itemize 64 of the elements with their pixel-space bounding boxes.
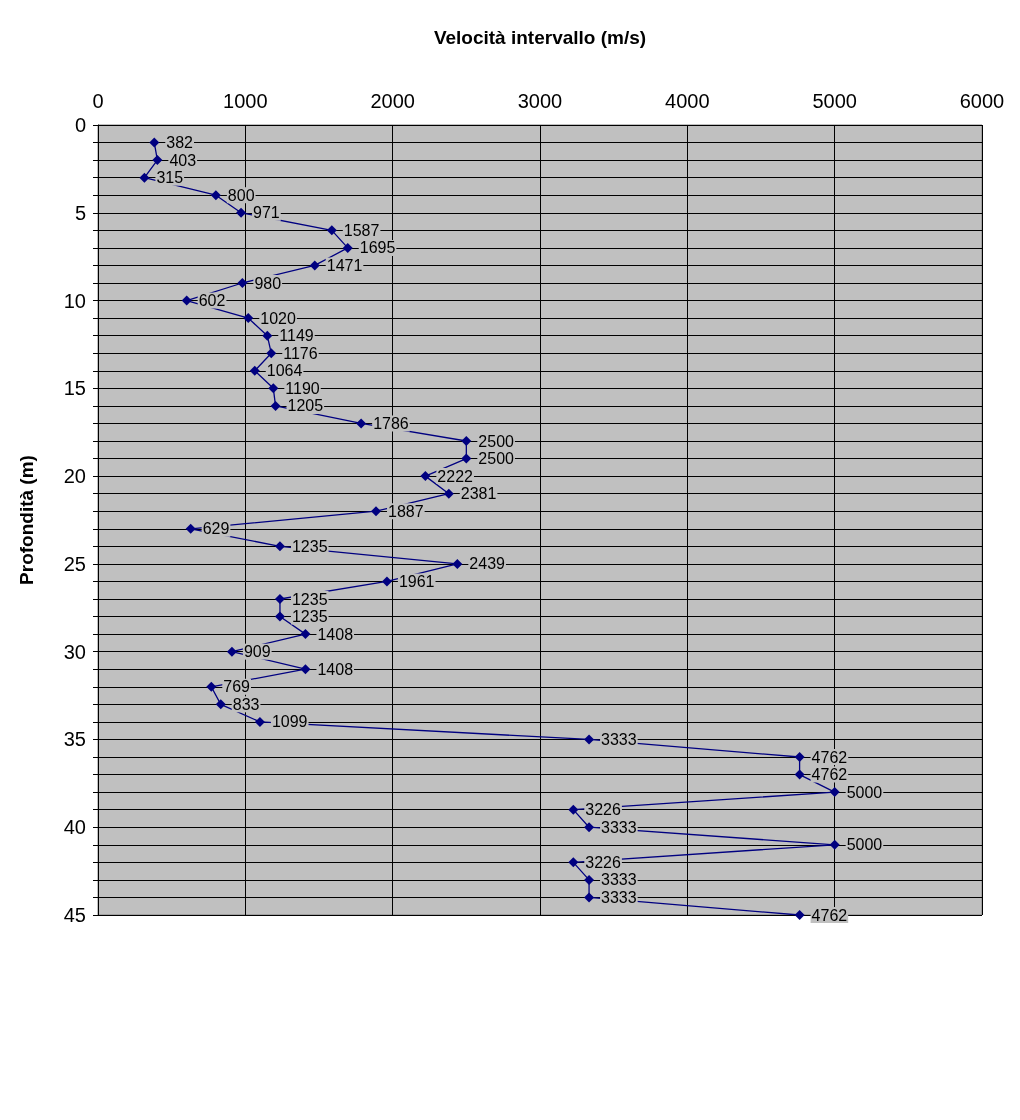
- data-label: 403: [169, 151, 197, 169]
- data-label: 1235: [291, 608, 328, 626]
- data-label: 2500: [478, 450, 515, 468]
- data-label: 3333: [601, 730, 637, 748]
- y-tick-label: 5: [74, 201, 86, 224]
- data-label: 800: [227, 186, 255, 204]
- data-label: 629: [202, 520, 230, 538]
- x-tick-label: 6000: [959, 90, 1005, 112]
- y-tick-label: 35: [63, 728, 86, 751]
- data-label: 2439: [469, 555, 506, 573]
- data-label: 769: [223, 678, 251, 696]
- data-label: 4762: [811, 766, 848, 784]
- data-label: 3226: [585, 853, 621, 871]
- data-label: 3333: [601, 818, 637, 836]
- data-label: 2222: [437, 467, 474, 485]
- data-label: 5000: [846, 836, 883, 854]
- y-tick-label: 45: [63, 904, 86, 926]
- data-label: 1235: [291, 590, 328, 608]
- data-label: 5000: [846, 783, 883, 801]
- data-label: 909: [243, 643, 271, 661]
- data-label: 1786: [373, 414, 409, 432]
- x-tick-label: 0: [92, 90, 104, 112]
- data-label: 2381: [460, 485, 497, 503]
- data-label: 3333: [601, 871, 637, 889]
- x-tick-label: 2000: [370, 90, 415, 112]
- data-label: 1176: [283, 344, 318, 362]
- data-label: 1190: [285, 379, 320, 397]
- data-label: 1587: [343, 221, 380, 239]
- data-label: 3333: [601, 888, 637, 906]
- data-label: 1471: [326, 256, 363, 274]
- data-label: 1099: [271, 713, 308, 731]
- x-tick-label: 5000: [812, 90, 857, 112]
- data-label: 4762: [811, 748, 848, 766]
- data-label: 2500: [478, 432, 515, 450]
- data-label: 971: [253, 204, 280, 222]
- data-label: 1020: [260, 309, 296, 327]
- data-label: 1408: [317, 625, 354, 643]
- y-tick-label: 0: [74, 114, 86, 136]
- x-tick-label: 3000: [517, 90, 563, 112]
- y-tick-label: 30: [63, 640, 86, 663]
- data-label: 1961: [398, 572, 435, 590]
- data-label: 3226: [585, 801, 621, 819]
- y-tick-label: 15: [63, 377, 86, 400]
- data-label: 980: [254, 274, 282, 292]
- data-label: 1064: [266, 362, 303, 380]
- data-label: 1235: [291, 537, 328, 555]
- x-tick-label: 4000: [665, 90, 710, 112]
- y-tick-label: 25: [63, 552, 86, 575]
- data-label: 1149: [279, 327, 314, 345]
- data-label: 833: [232, 695, 260, 713]
- y-axis-title: Profondità (m): [16, 455, 37, 585]
- data-label: 602: [198, 292, 226, 310]
- x-axis-title: Velocità intervallo (m/s): [433, 27, 647, 48]
- data-label: 382: [166, 134, 194, 152]
- y-tick-label: 20: [63, 465, 86, 488]
- data-label: 1887: [388, 502, 424, 520]
- data-label: 315: [156, 169, 184, 187]
- data-label: 1205: [287, 397, 324, 415]
- y-tick-label: 40: [63, 816, 86, 839]
- y-tick-label: 10: [63, 289, 86, 312]
- data-label: 1695: [359, 239, 396, 257]
- x-tick-label: 1000: [223, 90, 268, 112]
- data-label: 4762: [811, 906, 848, 924]
- data-label: 1408: [317, 660, 354, 678]
